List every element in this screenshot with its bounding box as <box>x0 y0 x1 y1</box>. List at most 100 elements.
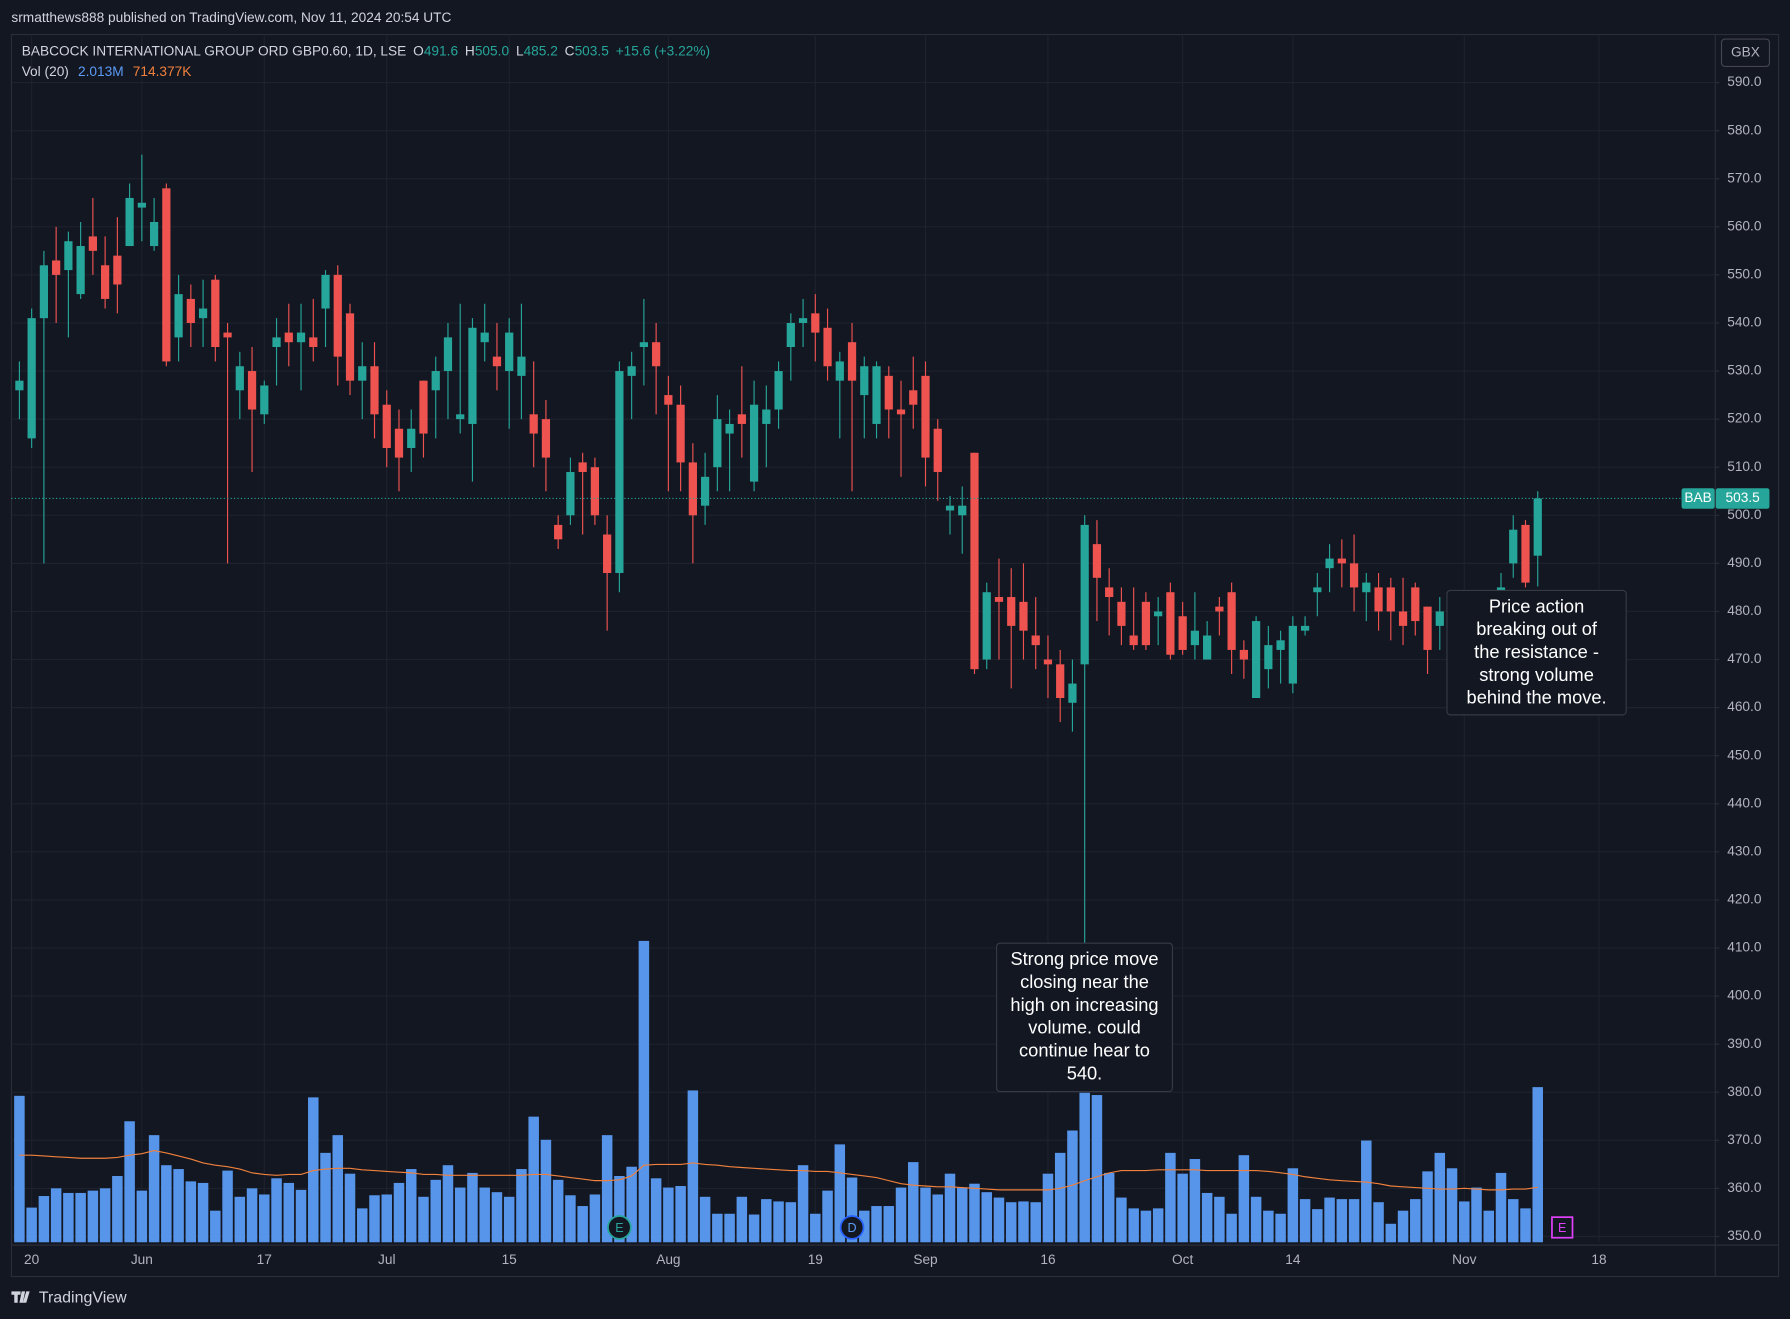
volume-bar <box>638 940 650 1243</box>
volume-bar <box>1361 1140 1372 1243</box>
volume-bar <box>271 1178 282 1243</box>
volume-bar <box>1373 1202 1384 1243</box>
candle-body <box>407 428 416 448</box>
volume-bar <box>1165 1152 1176 1243</box>
candle-body <box>1325 558 1334 569</box>
volume-bar <box>1238 1155 1250 1243</box>
candle-body <box>235 366 244 391</box>
x-tick-label: Sep <box>913 1252 938 1267</box>
symbol-tag-label: BAB <box>1684 490 1711 505</box>
candle-body <box>468 327 477 424</box>
candle-body <box>529 414 538 434</box>
candle-body <box>1043 659 1053 665</box>
candle-body <box>909 390 918 405</box>
candle-body <box>713 419 722 468</box>
volume-bar <box>516 1169 527 1243</box>
candle-body <box>1007 597 1016 626</box>
annotation-line: the resistance - <box>1474 641 1599 662</box>
candle-body <box>652 342 661 367</box>
volume-bar <box>528 1116 539 1243</box>
candle-body <box>1141 601 1151 646</box>
candle-body <box>847 342 857 381</box>
legend-change: +15.6 (+3.22%) <box>616 43 710 58</box>
volume-bar <box>1422 1171 1433 1243</box>
candle-body <box>933 428 942 473</box>
event-marker <box>1551 1216 1574 1239</box>
volume-bar <box>1410 1199 1421 1243</box>
volume-bar <box>675 1186 686 1243</box>
volume-bar <box>1336 1199 1348 1243</box>
candle-body <box>101 265 110 299</box>
candle-body <box>1227 592 1236 650</box>
volume-bar <box>736 1196 748 1243</box>
volume-bar <box>834 1144 846 1243</box>
y-tick-label: 480.0 <box>1727 603 1762 618</box>
candle-body <box>1386 587 1395 612</box>
candle-body <box>627 366 636 376</box>
volume-bar <box>1030 1202 1041 1243</box>
y-tick-label: 350.0 <box>1727 1228 1762 1243</box>
volume-bar <box>26 1207 37 1243</box>
candle-body <box>590 467 600 516</box>
volume-bar <box>136 1190 148 1243</box>
candle-body <box>1362 582 1371 593</box>
volume-bar <box>320 1152 331 1243</box>
y-tick-label: 450.0 <box>1727 747 1762 762</box>
annotation-box <box>996 942 1173 1093</box>
volume-bar <box>222 1170 233 1243</box>
candle-body <box>149 221 159 247</box>
y-tick-label: 540.0 <box>1727 315 1762 330</box>
candle-body <box>137 202 146 208</box>
legend-h-label: H <box>465 43 475 58</box>
candle-body <box>198 308 208 319</box>
annotation-line: 540. <box>1067 1062 1103 1083</box>
candle-body <box>1117 601 1126 626</box>
volume-bar <box>565 1195 576 1243</box>
y-tick-label: 360.0 <box>1727 1180 1762 1195</box>
candle-body <box>578 462 587 473</box>
volume-bar <box>822 1190 833 1243</box>
candle-body <box>1190 630 1199 646</box>
annotation-line: volume. could <box>1028 1017 1141 1038</box>
candle-body <box>700 476 710 506</box>
candle-body <box>321 274 330 309</box>
candle-body <box>186 298 195 323</box>
volume-bar <box>626 1166 637 1243</box>
annotation-line: strong volume <box>1479 664 1594 685</box>
legend-c-label: C <box>565 43 575 58</box>
volume-bar <box>1348 1199 1360 1243</box>
candle-body <box>15 380 24 391</box>
annotation-line: behind the move. <box>1467 687 1607 708</box>
volume-bar <box>1483 1210 1495 1243</box>
candle-body <box>884 375 893 410</box>
volume-bar <box>467 1172 478 1243</box>
volume-bar <box>1116 1197 1127 1243</box>
candle-body <box>945 505 955 511</box>
volume-bar <box>712 1213 723 1243</box>
x-tick-label: 20 <box>24 1252 40 1267</box>
candle-body <box>1092 544 1102 578</box>
event-marker <box>607 1215 632 1240</box>
candle-body <box>1435 611 1444 626</box>
volume-bar <box>1263 1210 1274 1243</box>
volume-bar <box>1042 1173 1054 1243</box>
currency-label: GBX <box>1731 44 1760 59</box>
candle-body <box>247 371 257 410</box>
candle-body <box>786 322 795 348</box>
volume-bar <box>687 1090 699 1243</box>
y-tick-label: 380.0 <box>1727 1084 1762 1099</box>
volume-bar <box>797 1165 809 1243</box>
volume-bar <box>1520 1208 1531 1243</box>
candle-body <box>333 274 342 357</box>
price-tag <box>1715 488 1770 509</box>
candle-body <box>223 332 232 338</box>
y-tick-label: 530.0 <box>1727 363 1762 378</box>
volume-bar <box>1079 1092 1090 1243</box>
candle-body <box>517 356 526 376</box>
candle-body <box>982 592 991 660</box>
legend-l-label: L <box>516 43 524 58</box>
volume-bar <box>381 1194 392 1243</box>
volume-bar <box>14 1095 25 1243</box>
volume-bar <box>871 1206 882 1243</box>
